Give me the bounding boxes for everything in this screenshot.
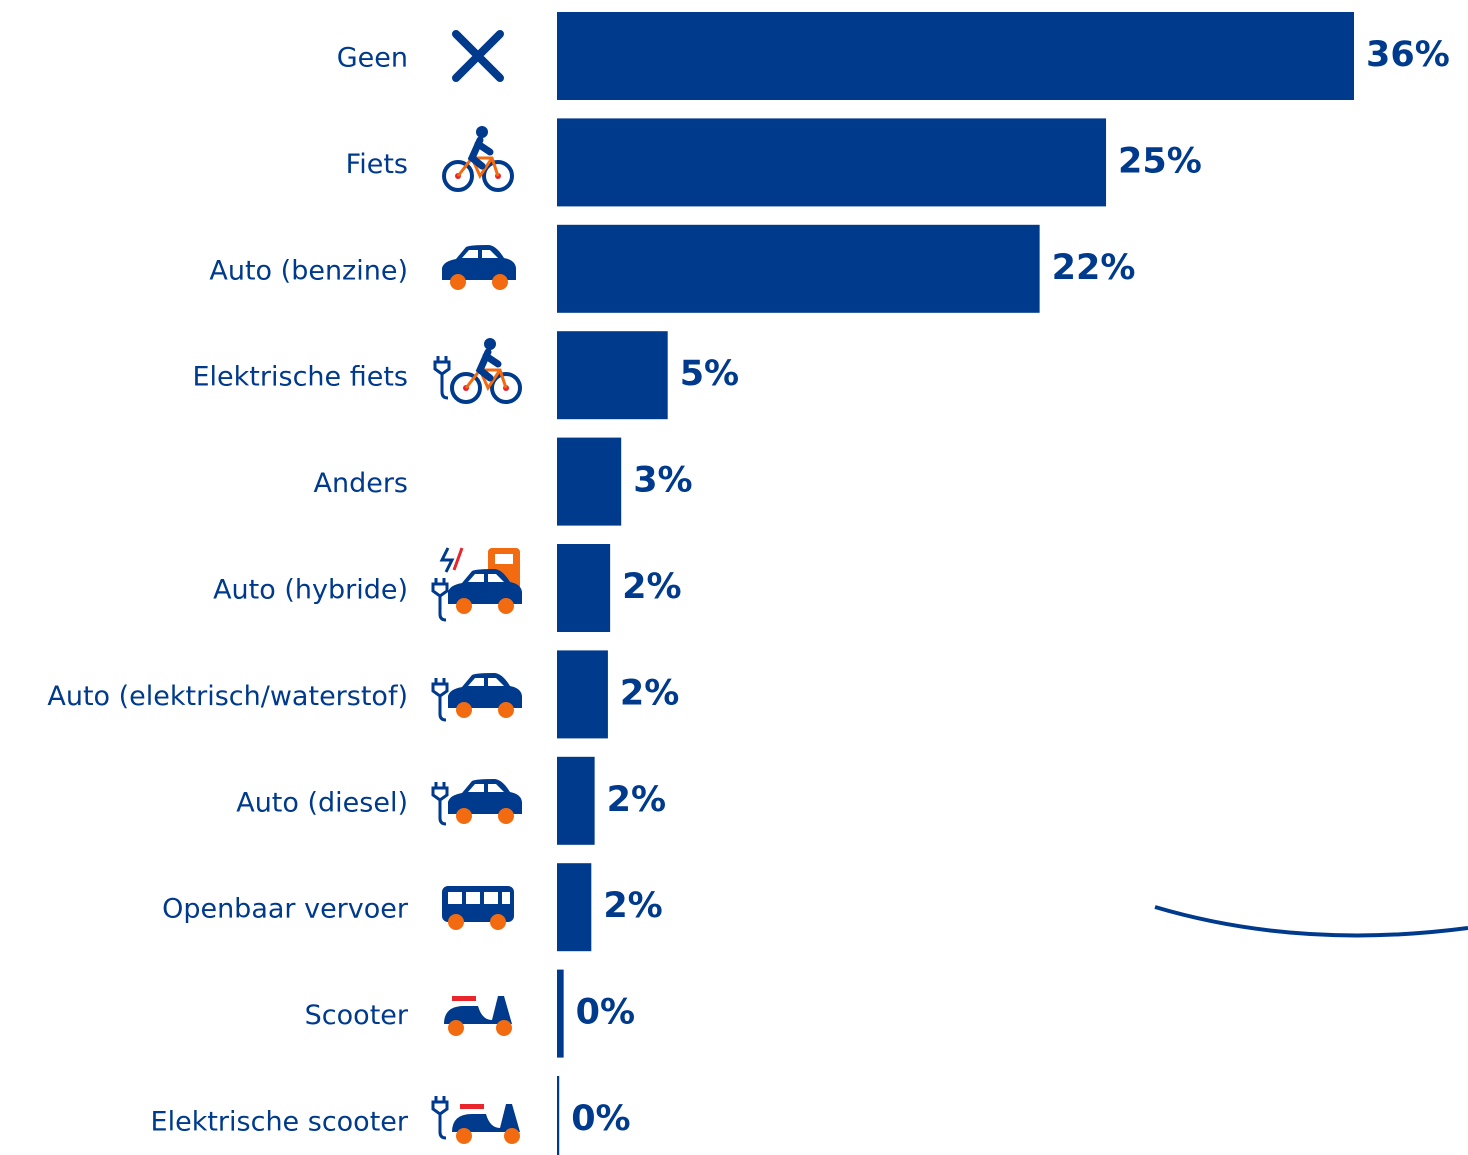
bar bbox=[557, 12, 1354, 100]
value-label: 22% bbox=[1052, 248, 1136, 288]
bar bbox=[557, 863, 592, 952]
category-label: Auto (benzine) bbox=[209, 255, 408, 286]
category-label: Auto (elektrisch/waterstof) bbox=[47, 681, 408, 712]
bar bbox=[557, 437, 622, 526]
bar bbox=[557, 331, 668, 420]
value-label: 2% bbox=[607, 780, 666, 820]
category-label: Elektrische scooter bbox=[151, 1107, 409, 1138]
category-label: Auto (diesel) bbox=[236, 787, 408, 818]
value-label: 2% bbox=[622, 567, 681, 607]
bar bbox=[557, 756, 595, 845]
value-label: 3% bbox=[633, 461, 692, 501]
bar bbox=[557, 544, 611, 632]
value-label: 36% bbox=[1366, 35, 1450, 75]
decoration-curve bbox=[1154, 905, 1468, 938]
value-label: 25% bbox=[1118, 141, 1202, 181]
category-label: Auto (hybride) bbox=[213, 575, 408, 606]
value-label: 0% bbox=[571, 1099, 630, 1139]
category-label: Elektrische fiets bbox=[193, 362, 409, 393]
category-label: Openbaar vervoer bbox=[162, 894, 409, 925]
value-label: 0% bbox=[576, 993, 635, 1033]
bar bbox=[557, 1076, 560, 1155]
category-label: Scooter bbox=[305, 1000, 409, 1031]
value-label: 2% bbox=[620, 673, 679, 713]
value-label: 2% bbox=[603, 886, 662, 926]
category-label: Anders bbox=[314, 468, 409, 499]
bar bbox=[557, 650, 608, 739]
bar bbox=[557, 969, 564, 1058]
category-label: Fiets bbox=[346, 149, 408, 180]
bar bbox=[557, 224, 1040, 313]
bar bbox=[557, 118, 1107, 207]
category-label: Geen bbox=[337, 43, 408, 74]
value-label: 5% bbox=[680, 354, 739, 394]
icons bbox=[431, 30, 522, 1144]
